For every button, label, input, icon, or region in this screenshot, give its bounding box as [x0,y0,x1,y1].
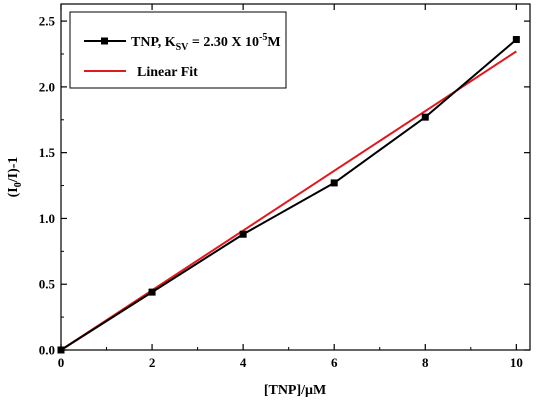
series-line-tnp [60,38,517,351]
legend-marker-tnp [101,37,108,45]
x-tick-label: 8 [422,355,429,370]
data-point-tnp [57,346,65,354]
data-point-tnp [421,113,429,121]
x-tick-label: 2 [149,355,156,370]
data-point-tnp [239,230,247,238]
y-tick-label: 0.0 [39,343,55,358]
y-tick-label: 2.0 [39,79,55,94]
data-point-tnp [330,179,338,187]
y-axis-ticks: 0.0 0.5 1.0 1.5 2.0 2.5 [39,14,530,358]
y-axis-title: (I0/I)-1 [6,157,24,198]
legend-frame [69,11,287,89]
x-tick-label: 4 [240,355,247,370]
data-point-tnp [148,288,156,296]
series-layer [57,36,520,354]
x-tick-label: 6 [331,355,338,370]
data-point-tnp [512,36,520,44]
plot-frame [60,3,531,351]
legend-label-tnp: TNP, KSV = 2.30 X 10-5M [131,32,281,53]
legend: TNP, KSV = 2.30 X 10-5M Linear Fit [69,11,287,89]
series-line-linear-fit [60,50,517,351]
y-tick-label: 2.5 [39,14,56,29]
y-tick-label: 1.5 [39,145,56,160]
legend-label-linear-fit: Linear Fit [137,65,198,80]
y-tick-label: 0.5 [39,277,56,292]
x-tick-label: 0 [58,355,65,370]
x-tick-label: 10 [510,355,523,370]
x-axis-ticks: 0 2 4 6 8 10 [58,4,523,370]
x-axis-title: [TNP]/μM [264,383,326,398]
y-tick-label: 1.0 [39,211,55,226]
